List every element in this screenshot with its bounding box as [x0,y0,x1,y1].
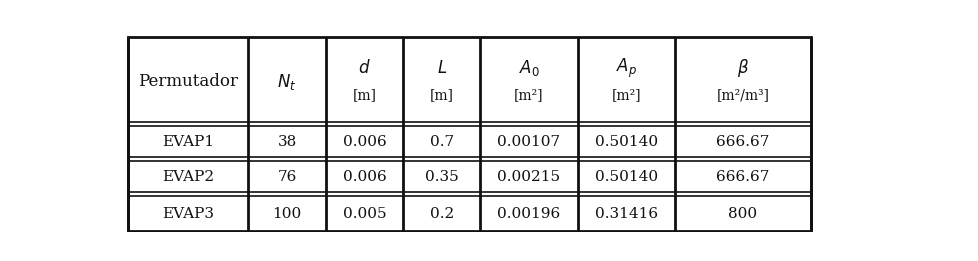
Text: [m²]: [m²] [610,88,641,102]
Text: 0.006: 0.006 [342,135,386,149]
Text: 0.2: 0.2 [429,207,454,221]
Bar [128,37,811,231]
Text: $\beta$: $\beta$ [736,57,748,80]
Text: [m]: [m] [429,88,454,102]
Text: $A_p$: $A_p$ [615,57,636,80]
Text: 100: 100 [272,207,301,221]
Text: 0.006: 0.006 [342,170,386,184]
Text: 76: 76 [277,170,296,184]
Text: 0.7: 0.7 [429,135,454,149]
Text: EVAP1: EVAP1 [162,135,214,149]
Text: $A_0$: $A_0$ [518,58,539,79]
Text: 666.67: 666.67 [716,135,769,149]
Text: [m²/m³]: [m²/m³] [716,88,769,102]
Text: [m²]: [m²] [513,88,544,102]
Text: EVAP3: EVAP3 [162,207,214,221]
Text: 0.005: 0.005 [342,207,386,221]
Text: [m]: [m] [352,88,376,102]
Text: 0.50140: 0.50140 [594,170,657,184]
Text: 800: 800 [728,207,757,221]
Text: $L$: $L$ [436,60,447,77]
Text: 0.00107: 0.00107 [497,135,560,149]
Text: Permutador: Permutador [138,73,238,90]
Text: 0.50140: 0.50140 [594,135,657,149]
Text: 0.00215: 0.00215 [497,170,560,184]
Text: 666.67: 666.67 [716,170,769,184]
Text: EVAP2: EVAP2 [162,170,214,184]
Text: 0.31416: 0.31416 [594,207,657,221]
Text: 0.00196: 0.00196 [497,207,560,221]
Text: $N_t$: $N_t$ [277,72,296,92]
Text: 0.35: 0.35 [424,170,459,184]
Text: 38: 38 [277,135,296,149]
Text: $d$: $d$ [358,60,371,78]
